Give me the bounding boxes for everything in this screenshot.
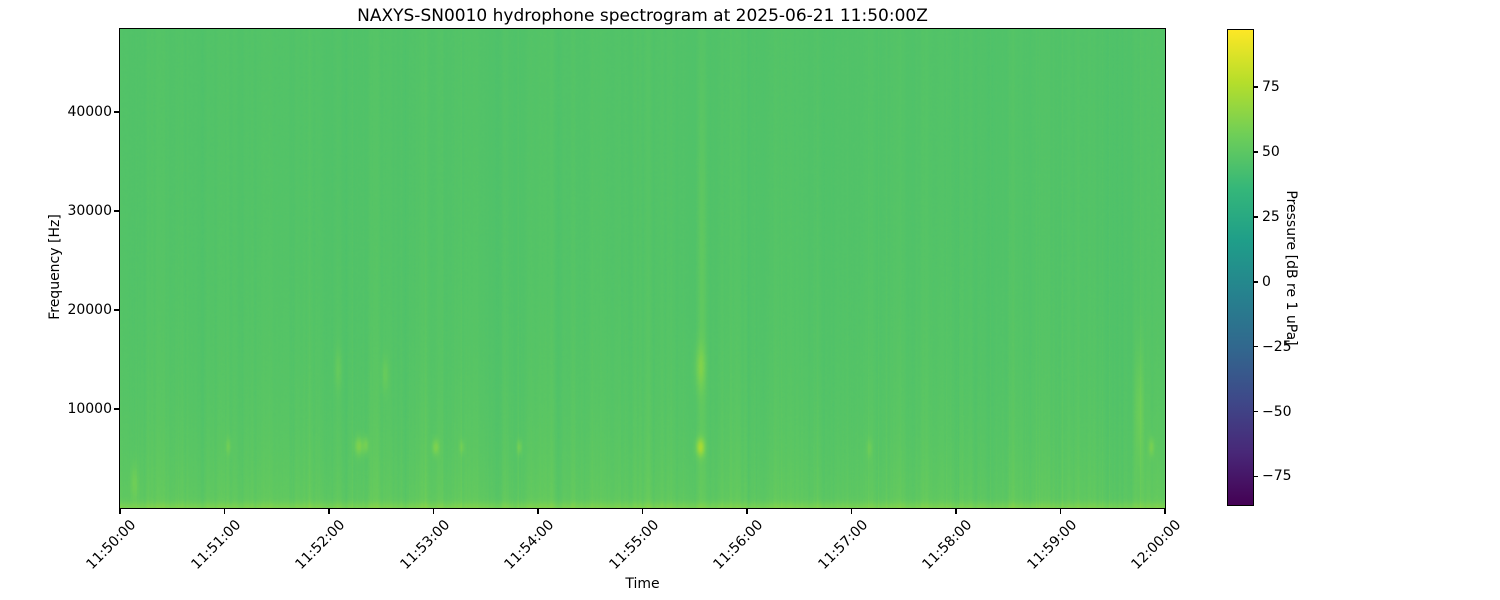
x-tick-label: 11:54:00 — [501, 517, 558, 573]
colorbar-tick-label: 50 — [1262, 143, 1280, 160]
x-axis-label: Time — [625, 576, 660, 592]
y-tickmark — [114, 210, 119, 212]
colorbar-tick-label: 25 — [1262, 208, 1280, 225]
x-tickmark — [850, 509, 853, 514]
colorbar-tick-label: −75 — [1262, 468, 1292, 485]
x-tickmark — [641, 509, 644, 514]
colorbar-tick-label: 75 — [1262, 79, 1280, 96]
x-tickmark — [223, 509, 226, 514]
x-tickmark — [432, 509, 435, 514]
y-tick-label: 30000 — [67, 203, 112, 220]
y-tick-label: 10000 — [67, 401, 112, 418]
colorbar-tick-label: −50 — [1262, 403, 1292, 420]
y-tickmark — [114, 309, 119, 311]
spectrogram-canvas — [120, 29, 1165, 508]
y-tick-label: 40000 — [67, 104, 112, 121]
x-tickmark — [1059, 509, 1062, 514]
x-axis-ticks: 11:50:00 11:51:00 11:52:00 11:53:00 11:54:00… — [84, 508, 1184, 600]
x-tick-label: 11:53:00 — [397, 517, 453, 573]
x-tickmark — [328, 509, 330, 514]
chart-title: NAXYS-SN0010 hydrophone spectrogram at 2… — [357, 6, 928, 26]
x-tick-label: 11:57:00 — [815, 517, 871, 573]
colorbar-label: Pressure [dB re 1 uPa] — [1283, 190, 1299, 346]
x-tickmark — [537, 509, 539, 514]
y-tickmark — [114, 408, 119, 410]
colorbar-tick-label: −25 — [1262, 338, 1292, 355]
colorbar-tickmark — [1253, 86, 1258, 88]
colorbar-tickmark — [1253, 216, 1258, 218]
x-tick-label: 11:51:00 — [188, 517, 244, 573]
colorbar-tick-label: 0 — [1262, 273, 1271, 290]
x-tickmark — [1164, 509, 1166, 514]
colorbar-tickmark — [1253, 410, 1258, 413]
x-tick-label: 12:00:00 — [1128, 517, 1185, 573]
colorbar-tickmark — [1253, 281, 1258, 283]
y-tickmark — [114, 111, 119, 113]
colorbar-tickmark — [1253, 345, 1258, 348]
colorbar-tickmark — [1253, 475, 1258, 478]
colorbar-gradient — [1228, 30, 1253, 505]
x-tick-label: 11:59:00 — [1024, 517, 1080, 573]
x-tickmark — [746, 509, 748, 514]
x-tick-label: 11:56:00 — [710, 517, 767, 573]
x-tick-label: 11:58:00 — [919, 517, 976, 573]
colorbar-tickmark — [1253, 151, 1258, 153]
x-tick-label: 11:50:00 — [83, 517, 140, 573]
x-tick-label: 11:55:00 — [606, 517, 662, 573]
y-tick-label: 20000 — [67, 302, 112, 319]
x-tickmark — [955, 509, 957, 514]
x-tick-label: 11:52:00 — [292, 517, 349, 573]
x-tickmark — [119, 509, 121, 514]
